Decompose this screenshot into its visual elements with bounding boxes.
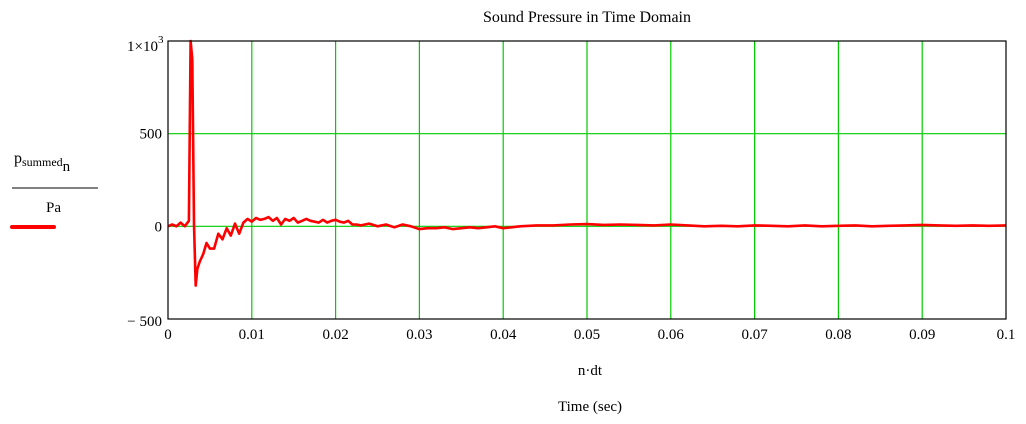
y-axis-label: psummedn Pa bbox=[12, 150, 98, 216]
y-label-subscript: summed bbox=[22, 155, 63, 169]
x-axis-label: n·dt bbox=[578, 363, 603, 379]
grid-lines bbox=[168, 41, 1006, 319]
y-tick-label: 500 bbox=[140, 127, 163, 143]
x-tick-label: 0.06 bbox=[658, 327, 685, 343]
y-tick-exponent: 3 bbox=[158, 34, 164, 46]
x-tick-label: 0.04 bbox=[490, 327, 517, 343]
plot-frame bbox=[167, 40, 1007, 320]
x-tick-label: 0 bbox=[164, 327, 172, 343]
y-axis-label-denominator: Pa bbox=[46, 200, 61, 216]
chart-title: Sound Pressure in Time Domain bbox=[483, 9, 691, 26]
x-tick-label: 0.02 bbox=[322, 327, 348, 343]
x-tick-label: 0.03 bbox=[406, 327, 432, 343]
x-axis-units-label: Time (sec) bbox=[558, 399, 622, 415]
y-tick-label: 1×10 bbox=[127, 39, 158, 55]
x-tick-label: 0.05 bbox=[574, 327, 600, 343]
y-label-subscript-index: n bbox=[63, 159, 71, 175]
x-tick-label: 0.1 bbox=[997, 327, 1016, 343]
y-tick-label: 0 bbox=[155, 219, 163, 235]
x-tick-label: 0.08 bbox=[825, 327, 851, 343]
x-tick-label: 0.07 bbox=[741, 327, 768, 343]
series-line bbox=[167, 39, 1007, 287]
x-tick-labels: 0 0.01 0.02 0.03 0.04 0.05 0.06 0.07 0.08 0.09 0.1 bbox=[164, 327, 1015, 343]
series-layer bbox=[167, 39, 1007, 287]
y-tick-label: − 500 bbox=[127, 314, 162, 330]
y-tick-labels: − 500 0 500 1×10 3 bbox=[127, 34, 164, 330]
x-tick-label: 0.09 bbox=[909, 327, 935, 343]
y-axis-label-numerator: psummedn bbox=[14, 150, 71, 175]
x-tick-label: 0.01 bbox=[239, 327, 265, 343]
y-label-symbol: p bbox=[14, 150, 22, 167]
